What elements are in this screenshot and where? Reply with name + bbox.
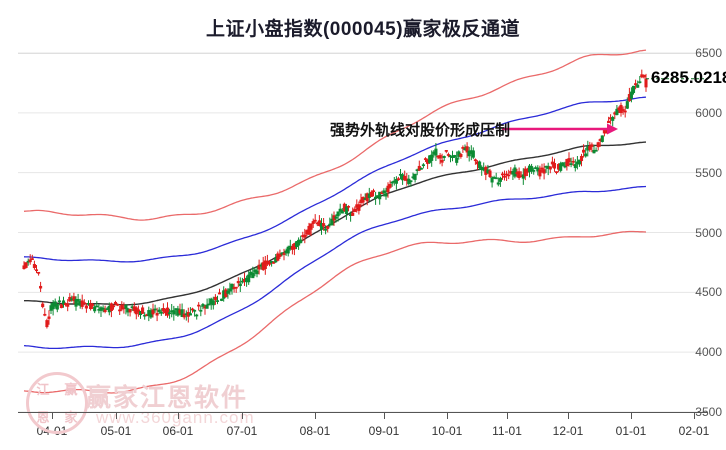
watermark-url: www.360gann.com <box>96 408 255 427</box>
channel-line <box>23 230 647 394</box>
x-tick <box>52 413 53 419</box>
x-tick <box>178 413 179 419</box>
y-tick-label: 4500 <box>695 285 722 300</box>
x-tick-label: 06-01 <box>162 424 194 438</box>
x-tick <box>116 413 117 419</box>
x-tick-label: 02-01 <box>678 424 710 438</box>
x-tick-label: 01-01 <box>615 424 647 438</box>
x-tick <box>315 413 316 419</box>
x-tick-label: 09-01 <box>368 424 400 438</box>
y-tick-label: 3500 <box>695 405 722 419</box>
x-tick-label: 12-01 <box>552 424 584 438</box>
channel-line <box>24 141 647 306</box>
y-tick-label: 6500 <box>695 46 722 60</box>
x-tick <box>694 413 695 419</box>
watermark-brand: 赢家江恩软件 <box>86 384 249 412</box>
channel-line <box>23 185 647 350</box>
x-tick-label: 11-01 <box>492 424 522 438</box>
y-tick-label: 5000 <box>695 225 722 240</box>
watermark-seal: 江 赢 恩 家 <box>26 372 88 434</box>
y-tick-label: 4000 <box>695 345 722 360</box>
x-tick <box>568 413 569 419</box>
x-tick <box>447 413 448 419</box>
x-tick-label: 07-01 <box>226 424 258 438</box>
seal-char-0: 江 <box>36 381 50 397</box>
x-axis-line <box>18 412 708 413</box>
y-tick-label: 6000 <box>695 105 722 120</box>
y-tick-label: 5500 <box>695 165 722 180</box>
page-title: 上证小盘指数(000045)赢家极反通道 <box>205 19 521 40</box>
annotation-text: 强势外轨线对股价形成压制 <box>330 122 511 139</box>
seal-char-3: 家 <box>64 409 78 425</box>
candles <box>22 69 648 329</box>
x-tick-label: 10-01 <box>431 424 463 438</box>
seal-char-1: 赢 <box>64 381 78 397</box>
x-tick <box>242 413 243 419</box>
seal-char-2: 恩 <box>36 409 50 425</box>
x-tick-label: 08-01 <box>299 424 331 438</box>
channel-line <box>23 49 647 221</box>
plot-area <box>18 49 708 413</box>
x-tick-label: 05-01 <box>100 424 132 438</box>
channel-line <box>23 96 647 263</box>
annotation-arrow-head <box>607 123 618 135</box>
x-tick <box>507 413 508 419</box>
chart-canvas <box>18 49 708 413</box>
x-tick <box>631 413 632 419</box>
x-tick <box>384 413 385 419</box>
price-label: 6285.0218 <box>651 67 726 87</box>
